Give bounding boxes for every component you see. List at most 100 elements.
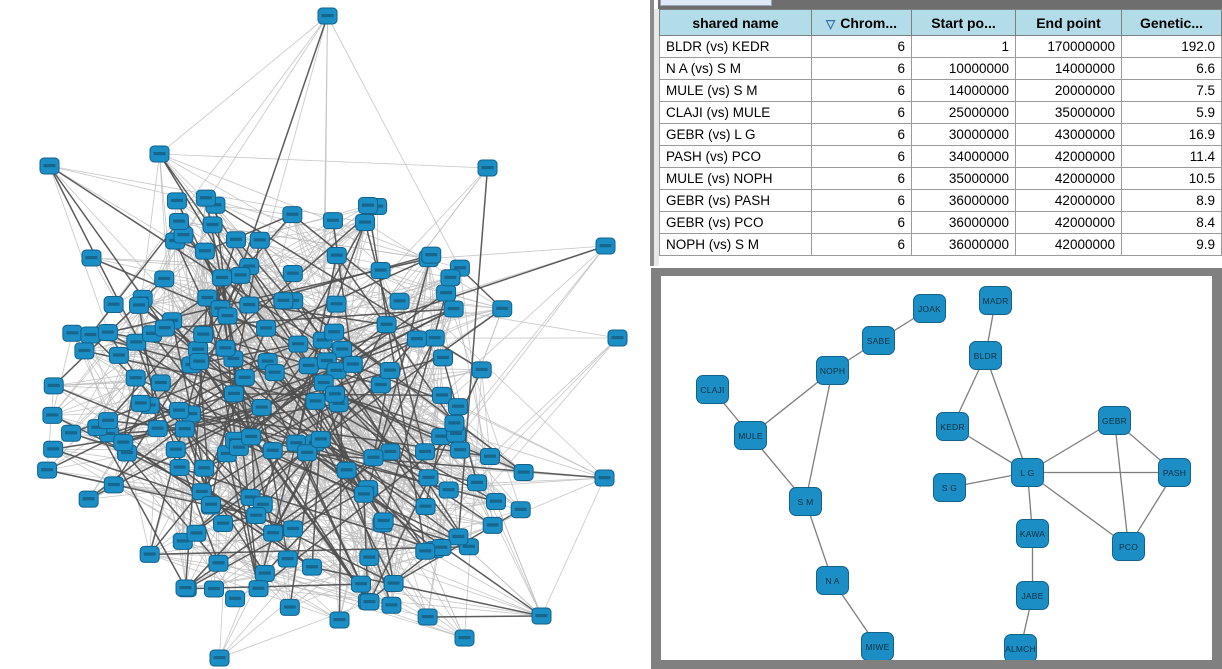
cell-chromosome[interactable]: 6 bbox=[811, 233, 912, 256]
column-header-shared-name[interactable]: shared name bbox=[659, 9, 812, 36]
network-edge[interactable] bbox=[52, 224, 213, 416]
network-node-gebr[interactable]: GEBR bbox=[1098, 406, 1131, 435]
cell-end-point[interactable]: 42000000 bbox=[1015, 189, 1122, 212]
network-node-pash[interactable]: PASH bbox=[1158, 458, 1191, 487]
cell-start-point[interactable]: 25000000 bbox=[911, 101, 1016, 124]
network-edge[interactable] bbox=[149, 328, 166, 555]
table-row[interactable]: GEBR (vs) PASH 6 36000000 42000000 8.9 bbox=[659, 189, 1222, 212]
cell-chromosome[interactable]: 6 bbox=[811, 189, 912, 212]
network-edge[interactable] bbox=[157, 428, 197, 534]
cell-end-point[interactable]: 14000000 bbox=[1015, 57, 1122, 80]
table-row[interactable]: N A (vs) S M 6 10000000 14000000 6.6 bbox=[659, 57, 1222, 80]
cell-chromosome[interactable]: 6 bbox=[811, 167, 912, 190]
network-edge[interactable] bbox=[126, 452, 266, 574]
network-node-sabe[interactable]: SABE bbox=[862, 326, 895, 355]
table-row[interactable]: PASH (vs) PCO 6 34000000 42000000 11.4 bbox=[659, 145, 1222, 168]
table-row[interactable]: GEBR (vs) L G 6 30000000 43000000 16.9 bbox=[659, 123, 1222, 146]
cell-shared-name[interactable]: NOPH (vs) S M bbox=[659, 233, 812, 256]
network-edge[interactable] bbox=[83, 350, 109, 421]
cell-genetic[interactable]: 8.9 bbox=[1121, 189, 1222, 212]
cell-start-point[interactable]: 1 bbox=[911, 35, 1016, 58]
cell-start-point[interactable]: 36000000 bbox=[911, 211, 1016, 234]
sub-network-canvas[interactable]: JOAK MADR SABE BLDR NOPH CLAJI KEDR GEBR MULE L G… bbox=[661, 276, 1212, 660]
network-edge[interactable] bbox=[138, 15, 328, 306]
cell-chromosome[interactable]: 6 bbox=[811, 211, 912, 234]
cell-end-point[interactable]: 35000000 bbox=[1015, 101, 1122, 124]
cell-genetic[interactable]: 8.4 bbox=[1121, 211, 1222, 234]
cell-shared-name[interactable]: GEBR (vs) PASH bbox=[659, 189, 812, 212]
cell-genetic[interactable]: 7.5 bbox=[1121, 79, 1222, 102]
edge-attribute-table[interactable]: shared name ▽ Chrom... Start po... End po… bbox=[659, 9, 1222, 256]
network-edge[interactable] bbox=[90, 15, 328, 336]
network-edge[interactable] bbox=[259, 239, 524, 473]
network-edge[interactable] bbox=[333, 331, 429, 618]
cell-end-point[interactable]: 42000000 bbox=[1015, 167, 1122, 190]
cell-shared-name[interactable]: GEBR (vs) PCO bbox=[659, 211, 812, 234]
cell-genetic[interactable]: 11.4 bbox=[1121, 145, 1222, 168]
network-edge[interactable] bbox=[158, 153, 310, 367]
cell-chromosome[interactable]: 6 bbox=[811, 35, 912, 58]
network-node-l-g[interactable]: L G bbox=[1011, 458, 1044, 487]
table-row[interactable]: MULE (vs) NOPH 6 35000000 42000000 10.5 bbox=[659, 167, 1222, 190]
cell-end-point[interactable]: 170000000 bbox=[1015, 35, 1122, 58]
cell-shared-name[interactable]: N A (vs) S M bbox=[659, 57, 812, 80]
network-edge[interactable] bbox=[322, 245, 606, 342]
table-row[interactable]: NOPH (vs) S M 6 36000000 42000000 9.9 bbox=[659, 233, 1222, 256]
network-edge[interactable] bbox=[257, 340, 324, 589]
cell-genetic[interactable]: 5.9 bbox=[1121, 101, 1222, 124]
cell-chromosome[interactable]: 6 bbox=[811, 123, 912, 146]
column-header-chromosome[interactable]: ▽ Chrom... bbox=[811, 9, 912, 36]
column-header-genetic[interactable]: Genetic... bbox=[1121, 9, 1222, 36]
network-node-kedr[interactable]: KEDR bbox=[936, 412, 969, 441]
network-edge[interactable] bbox=[190, 15, 329, 415]
network-node-claji[interactable]: CLAJI bbox=[696, 375, 729, 404]
network-edge[interactable] bbox=[369, 557, 542, 617]
network-edge[interactable] bbox=[164, 308, 454, 329]
network-edge[interactable] bbox=[191, 364, 465, 639]
network-node-kawa[interactable]: KAWA bbox=[1016, 519, 1049, 548]
network-edge[interactable] bbox=[107, 331, 297, 444]
network-edge[interactable] bbox=[272, 324, 388, 534]
network-edge[interactable] bbox=[352, 364, 470, 548]
table-row[interactable]: BLDR (vs) KEDR 6 1 170000000 192.0 bbox=[659, 35, 1222, 58]
network-edge[interactable] bbox=[427, 615, 542, 618]
network-edge[interactable] bbox=[51, 333, 73, 416]
network-edge[interactable] bbox=[459, 268, 494, 526]
network-edge[interactable] bbox=[149, 501, 497, 555]
network-node-almch[interactable]: ALMCH bbox=[1004, 634, 1037, 660]
network-node-noph[interactable]: NOPH bbox=[816, 356, 849, 385]
network-edge[interactable] bbox=[1113, 420, 1130, 547]
cell-chromosome[interactable]: 6 bbox=[811, 101, 912, 124]
network-edge[interactable] bbox=[334, 393, 429, 479]
cell-shared-name[interactable]: CLAJI (vs) MULE bbox=[659, 101, 812, 124]
cell-chromosome[interactable]: 6 bbox=[811, 57, 912, 80]
cell-shared-name[interactable]: BLDR (vs) KEDR bbox=[659, 35, 812, 58]
cell-shared-name[interactable]: GEBR (vs) L G bbox=[659, 123, 812, 146]
network-edge[interactable] bbox=[373, 245, 606, 458]
network-edge[interactable] bbox=[158, 153, 385, 522]
cell-start-point[interactable]: 34000000 bbox=[911, 145, 1016, 168]
network-edge[interactable] bbox=[332, 220, 354, 365]
network-graph-canvas[interactable] bbox=[0, 0, 650, 669]
column-header-end-point[interactable]: End point bbox=[1015, 9, 1122, 36]
network-edge[interactable] bbox=[107, 239, 261, 333]
network-edge[interactable] bbox=[159, 15, 328, 155]
network-node-joak[interactable]: JOAK bbox=[913, 294, 946, 323]
cell-shared-name[interactable]: MULE (vs) S M bbox=[659, 79, 812, 102]
network-edge[interactable] bbox=[984, 355, 1029, 473]
network-edge[interactable] bbox=[320, 438, 395, 584]
cell-shared-name[interactable]: MULE (vs) NOPH bbox=[659, 167, 812, 190]
network-edge[interactable] bbox=[190, 413, 542, 617]
network-edge[interactable] bbox=[88, 469, 347, 500]
network-edge[interactable] bbox=[445, 292, 522, 510]
network-edge[interactable] bbox=[205, 197, 426, 552]
edge-table-panel[interactable]: shared name ▽ Chrom... Start po... End po… bbox=[650, 0, 1222, 266]
network-node-madr[interactable]: MADR bbox=[979, 286, 1012, 315]
network-edge[interactable] bbox=[71, 432, 449, 491]
network-edge[interactable] bbox=[311, 382, 325, 568]
network-edge[interactable] bbox=[91, 257, 381, 271]
network-edge[interactable] bbox=[207, 222, 366, 299]
network-edge[interactable] bbox=[53, 385, 158, 430]
network-node-jabe[interactable]: JABE bbox=[1016, 581, 1049, 610]
network-edge[interactable] bbox=[382, 501, 497, 525]
